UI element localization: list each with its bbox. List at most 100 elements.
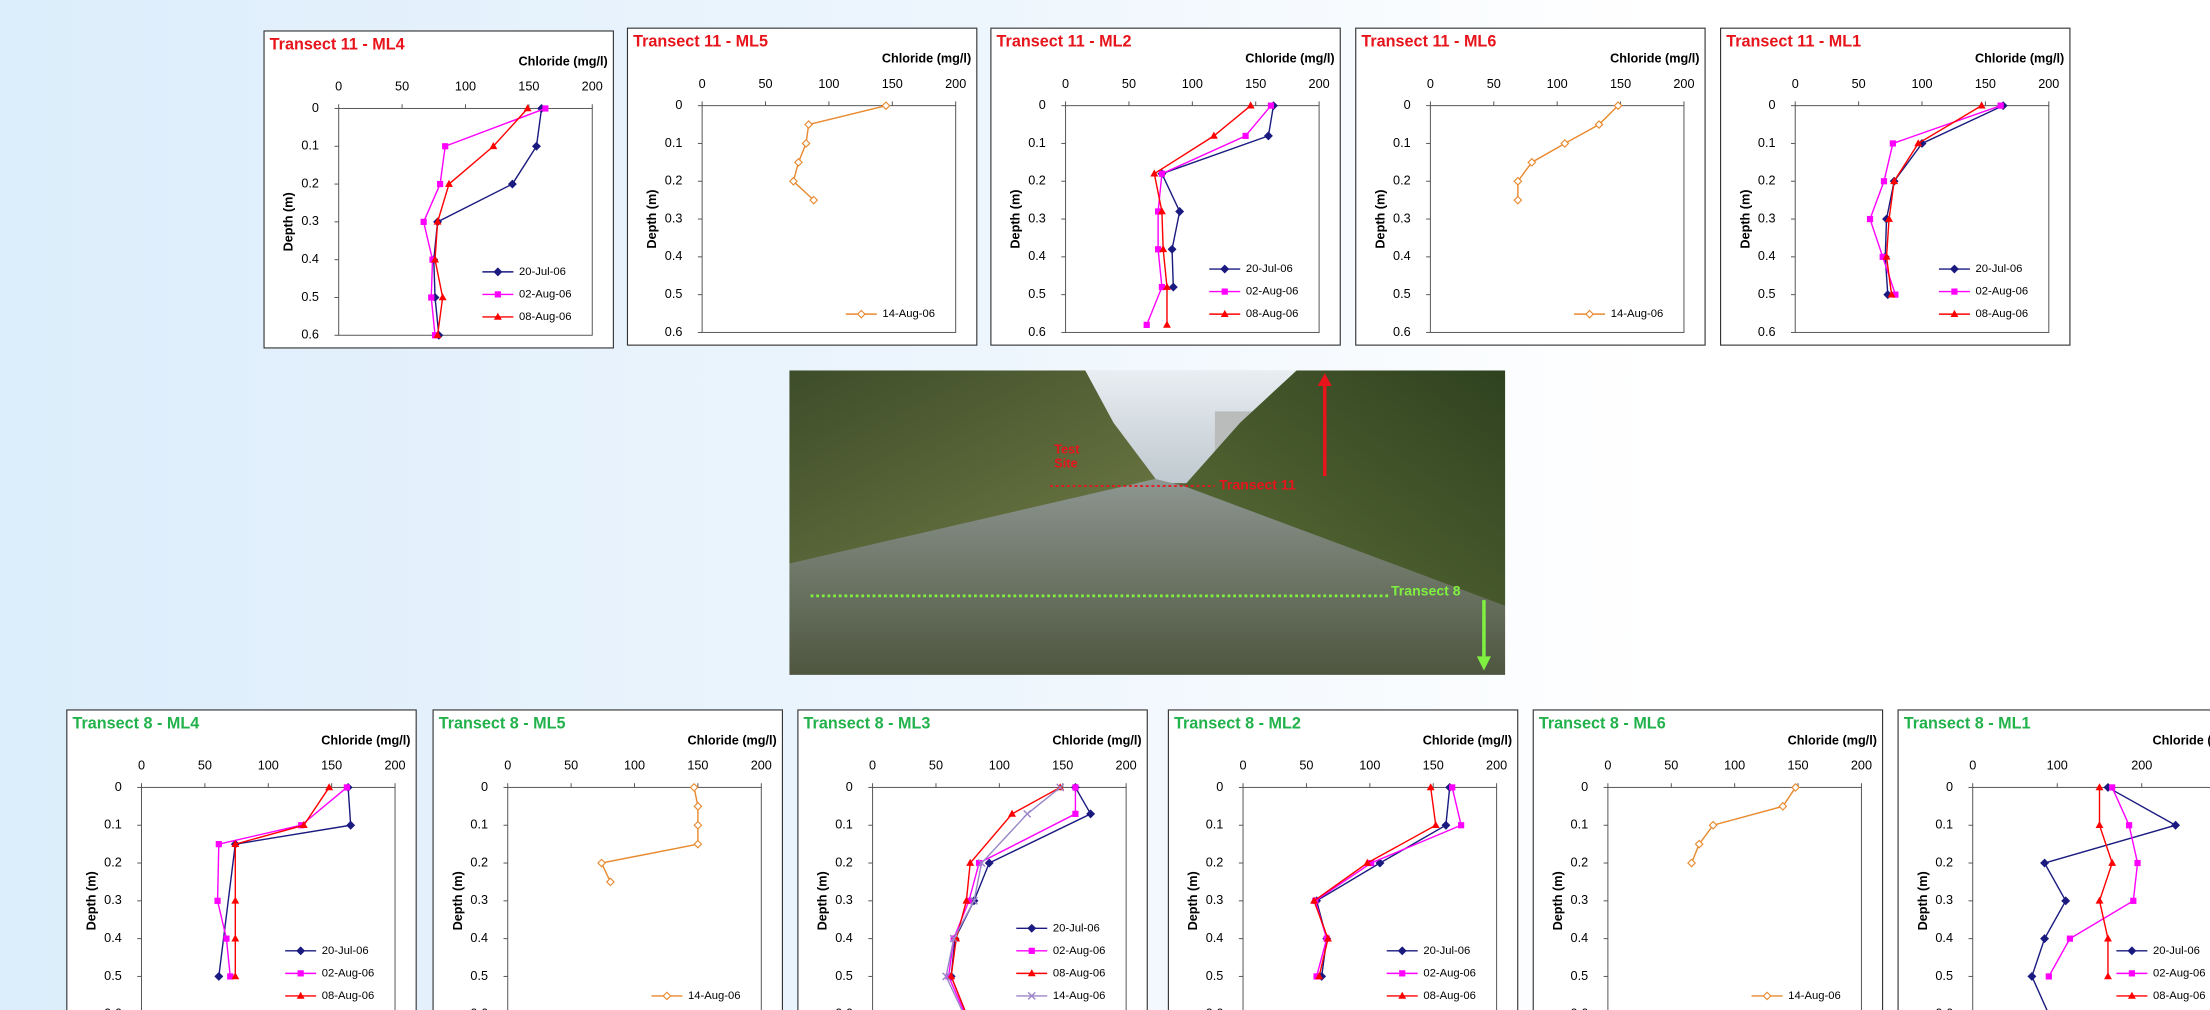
x-tick-label: 200 [1486,759,1507,773]
x-axis-title: Chloride (mg/l) [882,52,971,66]
chart-title: Transect 8 - ML5 [439,714,566,732]
data-point [1072,811,1078,817]
x-tick-label: 200 [582,80,603,94]
x-axis-title: Chloride (mg/l) [1610,52,1699,66]
chart: Transect 11 - ML2Chloride (mg/l)Depth (m… [991,28,1340,345]
x-tick-label: 150 [1975,77,1996,91]
y-axis-title: Depth (m) [1009,190,1023,249]
legend-label: 14-Aug-06 [1053,990,1106,1002]
data-point [1268,103,1274,109]
y-axis-title: Depth (m) [85,871,99,930]
chart: Transect 8 - ML4Chloride (mg/l)Depth (m)… [67,710,416,1010]
legend-marker [1399,970,1405,976]
y-tick-label: 0.5 [1206,969,1224,983]
y-tick-label: 0.1 [104,818,122,832]
legend-label: 02-Aug-06 [519,288,572,300]
y-tick-label: 0 [1946,780,1953,794]
legend-label: 14-Aug-06 [882,308,935,320]
data-point [216,841,222,847]
legend-label: 20-Jul-06 [2153,945,2200,957]
legend-label: 20-Jul-06 [322,945,369,957]
legend-label: 02-Aug-06 [1246,286,1299,298]
x-tick-label: 50 [1664,759,1678,773]
x-tick-label: 50 [1852,77,1866,91]
legend-label: 02-Aug-06 [1423,967,1476,979]
data-point [428,294,434,300]
transect-11-label: Transect 11 [1219,477,1296,493]
y-tick-label: 0 [1404,98,1411,112]
x-axis-title: Chloride (mg/l) [1788,733,1877,747]
x-tick-label: 100 [1911,77,1932,91]
legend-label: 14-Aug-06 [688,990,741,1002]
y-tick-label: 0.4 [1393,249,1411,263]
data-point [2067,936,2073,942]
legend-marker [1951,288,1957,294]
y-tick-label: 0.5 [301,290,319,304]
y-tick-label: 0.3 [1935,893,1953,907]
x-axis-title: Chloride (mg/l) [1975,52,2064,66]
x-tick-label: 0 [1240,759,1247,773]
x-axis-title: Chloride (mg/l) [1245,52,1334,66]
x-tick-label: 100 [1182,77,1203,91]
data-point [344,784,350,790]
test-site-box: Test Site [1054,442,1096,479]
x-axis-title: Chloride (mg/l) [687,733,776,747]
x-tick-label: 100 [2047,759,2068,773]
y-tick-label: 0.3 [1393,211,1411,225]
x-tick-label: 0 [1969,759,1976,773]
chart-title: Transect 8 - ML4 [72,714,199,732]
y-tick-label: 0.4 [301,252,319,266]
legend-label: 08-Aug-06 [1976,308,2029,320]
y-tick-label: 0 [312,101,319,115]
legend-label: 20-Jul-06 [519,266,566,278]
y-tick-label: 0.5 [470,969,488,983]
x-tick-label: 200 [1309,77,1330,91]
x-tick-label: 50 [1122,77,1136,91]
x-tick-label: 0 [1792,77,1799,91]
x-tick-label: 150 [1787,759,1808,773]
y-tick-label: 0.1 [1935,818,1953,832]
y-tick-label: 0.6 [1206,1007,1224,1010]
data-point [2046,973,2052,979]
transect-8-label: Transect 8 [1391,582,1461,598]
chart: Transect 11 - ML1Chloride (mg/l)Depth (m… [1721,28,2070,345]
y-tick-label: 0.6 [1393,325,1411,339]
x-tick-label: 200 [2131,759,2152,773]
x-tick-label: 100 [1359,759,1380,773]
x-axis-title: Chloride (mg/l) [1052,733,1141,747]
y-tick-label: 0.6 [835,1007,853,1010]
legend-label: 08-Aug-06 [519,311,572,323]
chart-title: Transect 8 - ML3 [804,714,931,732]
legend-label: 08-Aug-06 [1423,990,1476,1002]
y-tick-label: 0.2 [1571,855,1589,869]
y-tick-label: 0.5 [1758,287,1776,301]
poster: Test Site Transect 11 Transect 8 Transec… [0,0,2210,1010]
x-tick-label: 150 [687,759,708,773]
y-tick-label: 0.1 [665,136,683,150]
y-tick-label: 0.1 [835,818,853,832]
x-tick-label: 0 [1062,77,1069,91]
x-tick-label: 150 [321,759,342,773]
legend-label: 02-Aug-06 [1976,286,2029,298]
y-tick-label: 0.5 [1028,287,1046,301]
legend-label: 20-Jul-06 [1053,922,1100,934]
y-tick-label: 0.2 [104,855,122,869]
legend-label: 08-Aug-06 [2153,990,2206,1002]
y-tick-label: 0.2 [835,855,853,869]
x-tick-label: 0 [699,77,706,91]
chart-title: Transect 8 - ML1 [1904,714,2031,732]
data-point [1242,133,1248,139]
y-tick-label: 0 [481,780,488,794]
legend-label: 02-Aug-06 [2153,967,2206,979]
x-axis-title: Chloride (mg/l) [518,54,607,68]
x-tick-label: 0 [504,759,511,773]
y-tick-label: 0.1 [1758,136,1776,150]
x-tick-label: 100 [818,77,839,91]
data-point [421,219,427,225]
x-tick-label: 100 [1547,77,1568,91]
x-axis-title: Chloride (mg/l) [2152,733,2210,747]
y-tick-label: 0 [675,98,682,112]
y-tick-label: 0.1 [1393,136,1411,150]
data-point [442,143,448,149]
y-axis-title: Depth (m) [451,871,465,930]
